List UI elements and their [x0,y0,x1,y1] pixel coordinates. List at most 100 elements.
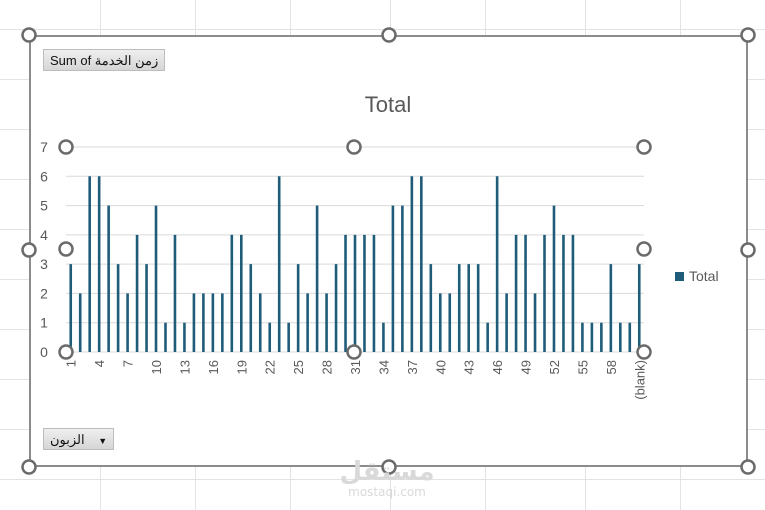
bar-12[interactable] [173,234,177,352]
resize-handle[interactable] [346,344,362,360]
bar-17[interactable] [221,293,224,352]
resize-handle[interactable] [346,139,362,155]
y-tick-label: 7 [40,139,48,155]
bar-13[interactable] [183,322,186,352]
bar-52[interactable] [552,205,556,352]
bar-48[interactable] [514,234,518,352]
bar-37[interactable] [410,176,414,352]
bar-38[interactable] [420,176,423,352]
bar-19[interactable] [239,234,243,352]
resize-handle[interactable] [21,27,37,43]
bar-54[interactable] [571,234,575,352]
resize-handle[interactable] [21,459,37,475]
bar-22[interactable] [268,322,272,352]
bar-30[interactable] [344,234,347,352]
bar-8[interactable] [135,234,139,352]
values-field-label: Sum of زمن الخدمة [50,53,159,68]
bar-29[interactable] [334,264,338,352]
values-field-button[interactable]: Sum of زمن الخدمة [43,49,166,71]
bar-55[interactable] [581,322,584,352]
bar-32[interactable] [363,234,366,352]
triangle-down-icon[interactable]: ▼ [98,436,108,446]
bar-20[interactable] [249,264,253,352]
legend-swatch [675,271,684,281]
bar-45[interactable] [486,322,489,352]
bar-42[interactable] [457,264,461,352]
x-tick-label: 22 [263,360,278,374]
bar-18[interactable] [230,234,234,352]
bar-24[interactable] [287,322,290,352]
bar-33[interactable] [372,234,376,352]
bar-23[interactable] [277,176,281,352]
bar-40[interactable] [438,293,442,352]
axis-field-label: الزبون [50,432,85,447]
bar-3[interactable] [88,176,91,352]
bar-35[interactable] [391,205,395,352]
y-axis-labels: 0 1 2 3 4 5 6 7 [40,139,48,360]
bar-10[interactable] [154,205,158,352]
bar-57[interactable] [600,322,603,352]
y-tick-label: 0 [40,344,48,360]
x-tick-label: 40 [433,360,448,374]
bar-46[interactable] [495,176,499,352]
bar-59[interactable] [619,322,622,352]
bar-58[interactable] [609,264,613,352]
resize-handle[interactable] [58,344,74,360]
bar-6[interactable] [116,264,120,352]
bar-15[interactable] [202,293,205,352]
bar-36[interactable] [401,205,404,352]
chart-area[interactable] [29,35,748,467]
bar-7[interactable] [126,293,129,352]
resize-handle[interactable] [381,459,397,475]
y-tick-label: 6 [40,168,48,184]
watermark: مستقل mostaqi.com [332,458,442,498]
bar-31[interactable] [353,234,357,352]
resize-handle[interactable] [740,459,756,475]
bar-1[interactable] [69,264,73,352]
bar-41[interactable] [448,293,452,352]
x-axis-labels: 1 4 7 10 13 16 19 22 25 28 31 34 37 40 43 46 49 52 55 58 (bl… [64,360,648,400]
bar-56[interactable] [590,322,594,352]
resize-handle[interactable] [21,242,37,258]
axis-field-button[interactable]: الزبون ▼ [43,428,115,450]
bar-53[interactable] [562,234,565,352]
bar-14[interactable] [192,293,196,352]
resize-handle[interactable] [740,27,756,43]
bar-9[interactable] [145,264,148,352]
bar-47[interactable] [505,293,508,352]
resize-handle[interactable] [740,242,756,258]
legend[interactable]: Total [675,268,719,284]
x-tick-label: (blank) [632,360,647,400]
x-tick-label: 37 [405,360,420,374]
bar-44[interactable] [476,264,480,352]
chart-title[interactable]: Total [364,92,412,117]
bar-43[interactable] [467,264,471,352]
resize-handle[interactable] [58,241,74,257]
bar-60[interactable] [628,322,632,352]
bar-16[interactable] [211,293,215,352]
resize-handle[interactable] [636,241,652,257]
resize-handle[interactable] [636,139,652,155]
bar-34[interactable] [382,322,385,352]
bar-(blank)[interactable] [637,264,641,352]
bar-5[interactable] [107,205,110,352]
bar-39[interactable] [429,264,433,352]
resize-handle[interactable] [381,27,397,43]
resize-handle[interactable] [636,344,652,360]
bar-11[interactable] [164,322,167,352]
bar-26[interactable] [306,293,309,352]
bar-50[interactable] [533,293,537,352]
bar-21[interactable] [258,293,262,352]
bar-28[interactable] [325,293,328,352]
bar-51[interactable] [543,234,546,352]
bar-25[interactable] [296,264,300,352]
bar-27[interactable] [315,205,319,352]
bar-2[interactable] [78,293,82,352]
bar-4[interactable] [97,176,101,352]
bar-49[interactable] [524,234,527,352]
resize-handle[interactable] [58,139,74,155]
x-tick-label: 49 [519,360,534,374]
x-tick-label: 1 [64,360,79,367]
x-tick-label: 34 [376,360,391,374]
